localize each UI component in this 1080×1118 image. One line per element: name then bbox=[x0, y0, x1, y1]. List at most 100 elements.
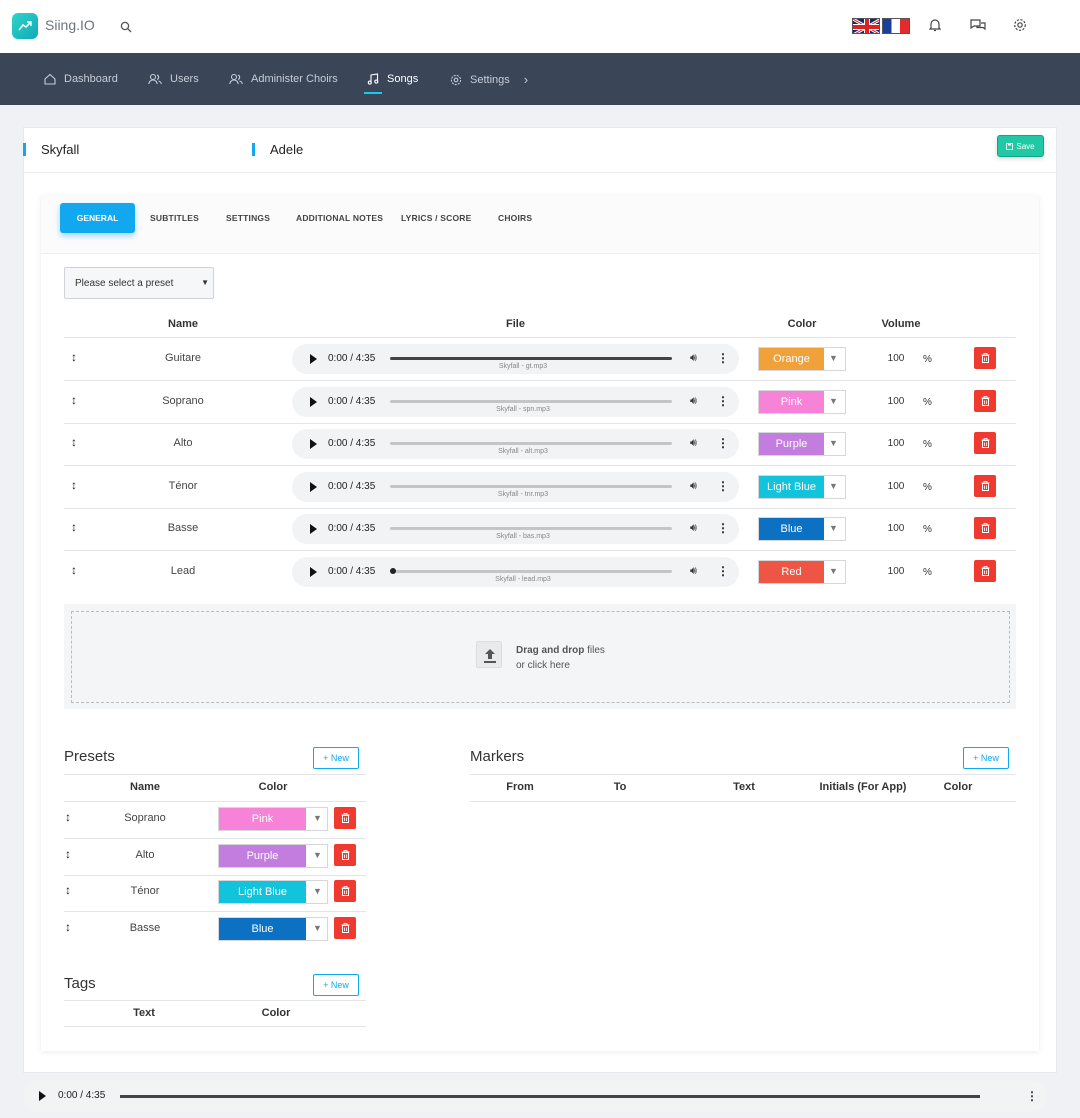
drag-handle-icon[interactable]: ↕ bbox=[71, 435, 77, 450]
more-vertical-icon[interactable]: ⋮ bbox=[717, 436, 729, 451]
more-vertical-icon[interactable]: ⋮ bbox=[717, 393, 729, 408]
caret-down-icon: ▼ bbox=[829, 353, 838, 363]
chat-icon[interactable] bbox=[970, 18, 986, 37]
caret-down-icon: ▼ bbox=[313, 886, 322, 897]
dropzone[interactable] bbox=[71, 611, 1010, 703]
nav-dashboard[interactable]: Dashboard bbox=[44, 73, 118, 85]
volume-icon[interactable]: 🔊︎ bbox=[690, 437, 697, 450]
global-player-seek[interactable] bbox=[120, 1095, 980, 1098]
tags-new-button[interactable]: + New bbox=[313, 974, 359, 996]
drag-handle-icon[interactable]: ↕ bbox=[65, 883, 71, 898]
track-color-select[interactable]: Purple ▼ bbox=[758, 432, 846, 457]
tab-additional-notes[interactable]: ADDITIONAL NOTES bbox=[296, 213, 384, 223]
track-color-select[interactable]: Blue ▼ bbox=[758, 517, 846, 542]
delete-preset-button[interactable] bbox=[334, 880, 356, 903]
track-color-select[interactable]: Red ▼ bbox=[758, 560, 846, 584]
tab-subtitles[interactable]: SUBTITLES bbox=[150, 213, 200, 223]
more-vertical-icon[interactable]: ⋮ bbox=[717, 351, 729, 365]
nav-administer-choirs[interactable]: Administer Choirs bbox=[229, 73, 338, 85]
title-accent bbox=[23, 143, 26, 156]
drag-handle-icon[interactable]: ↕ bbox=[71, 520, 77, 535]
track-volume-input[interactable]: 100 bbox=[887, 395, 905, 407]
seek-knob[interactable] bbox=[390, 568, 396, 574]
delete-track-button[interactable] bbox=[974, 474, 996, 497]
flag-fr-icon[interactable] bbox=[882, 18, 910, 34]
play-icon[interactable] bbox=[310, 354, 317, 364]
play-icon[interactable] bbox=[310, 439, 317, 450]
bell-icon[interactable] bbox=[928, 18, 942, 37]
track-seek-bar[interactable] bbox=[390, 357, 672, 360]
track-time: 0:00 / 4:35 bbox=[328, 480, 376, 492]
preset-select[interactable]: Please select a preset ▼ bbox=[64, 267, 214, 299]
nav-users[interactable]: Users bbox=[148, 73, 199, 85]
more-vertical-icon[interactable]: ⋮ bbox=[1026, 1089, 1038, 1103]
nav-settings[interactable]: Settings › bbox=[450, 72, 528, 87]
preset-color-select[interactable]: Pink ▼ bbox=[218, 807, 328, 831]
track-color-select[interactable]: Light Blue ▼ bbox=[758, 474, 846, 499]
gear-icon[interactable] bbox=[1013, 18, 1027, 37]
play-icon[interactable] bbox=[39, 1091, 46, 1101]
drag-handle-icon[interactable]: ↕ bbox=[71, 350, 77, 364]
preset-name: Basse bbox=[129, 922, 161, 935]
tab-choirs[interactable]: CHOIRS bbox=[498, 213, 533, 223]
search-icon[interactable] bbox=[120, 20, 132, 38]
play-icon[interactable] bbox=[310, 396, 317, 407]
volume-icon[interactable]: 🔊︎ bbox=[690, 479, 697, 492]
delete-preset-button[interactable] bbox=[334, 807, 356, 829]
track-volume-input[interactable]: 100 bbox=[887, 353, 905, 364]
save-button[interactable]: Save bbox=[997, 135, 1044, 157]
preset-name: Soprano bbox=[124, 812, 166, 824]
markers-new-button[interactable]: + New bbox=[963, 747, 1009, 769]
play-icon[interactable] bbox=[310, 567, 317, 577]
delete-track-button[interactable] bbox=[974, 560, 996, 582]
track-seek-bar[interactable] bbox=[390, 399, 672, 403]
preset-color-select[interactable]: Purple ▼ bbox=[218, 843, 328, 868]
song-title-field[interactable]: Skyfall bbox=[41, 142, 80, 157]
song-artist-field[interactable]: Adele bbox=[270, 142, 304, 157]
track-volume-input[interactable]: 100 bbox=[887, 480, 905, 492]
drag-handle-icon[interactable]: ↕ bbox=[65, 810, 71, 824]
track-volume-input[interactable]: 100 bbox=[887, 438, 905, 450]
drag-handle-icon[interactable]: ↕ bbox=[71, 563, 77, 577]
logo-icon[interactable] bbox=[12, 13, 38, 39]
play-icon[interactable] bbox=[310, 524, 317, 535]
delete-track-button[interactable] bbox=[974, 517, 996, 540]
volume-icon[interactable]: 🔊︎ bbox=[690, 565, 697, 577]
drag-handle-icon[interactable]: ↕ bbox=[71, 392, 77, 407]
chevron-right-icon[interactable]: › bbox=[523, 72, 529, 87]
volume-icon[interactable]: 🔊︎ bbox=[690, 522, 697, 535]
tab-general[interactable]: GENERAL bbox=[60, 203, 135, 233]
track-volume-input[interactable]: 100 bbox=[887, 523, 905, 535]
app-name[interactable]: Siing.IO bbox=[45, 17, 95, 33]
track-volume-input[interactable]: 100 bbox=[887, 566, 905, 577]
nav-songs[interactable]: Songs bbox=[367, 73, 418, 85]
drag-handle-icon[interactable]: ↕ bbox=[65, 920, 71, 935]
tab-settings[interactable]: SETTINGS bbox=[226, 213, 271, 223]
more-vertical-icon[interactable]: ⋮ bbox=[717, 478, 729, 493]
delete-track-button[interactable] bbox=[974, 389, 996, 412]
track-seek-bar[interactable] bbox=[390, 484, 672, 488]
preset-color-select[interactable]: Light Blue ▼ bbox=[218, 880, 328, 905]
track-seek-bar[interactable] bbox=[390, 442, 672, 446]
presets-new-button[interactable]: + New bbox=[313, 747, 359, 769]
track-color-select[interactable]: Pink ▼ bbox=[758, 389, 846, 414]
delete-track-button[interactable] bbox=[974, 347, 996, 369]
presets-top-divider bbox=[64, 774, 366, 775]
track-seek-bar[interactable] bbox=[390, 527, 672, 531]
volume-icon[interactable]: 🔊︎ bbox=[690, 352, 697, 364]
delete-preset-button[interactable] bbox=[334, 917, 356, 940]
delete-track-button[interactable] bbox=[974, 432, 996, 455]
drag-handle-icon[interactable]: ↕ bbox=[65, 846, 71, 861]
more-vertical-icon[interactable]: ⋮ bbox=[717, 521, 729, 536]
flag-uk-icon[interactable] bbox=[852, 18, 880, 34]
drag-handle-icon[interactable]: ↕ bbox=[71, 477, 77, 492]
play-icon[interactable] bbox=[310, 481, 317, 492]
more-vertical-icon[interactable]: ⋮ bbox=[717, 564, 729, 578]
volume-icon[interactable]: 🔊︎ bbox=[690, 394, 697, 407]
delete-preset-button[interactable] bbox=[334, 843, 356, 866]
tab-lyrics-score[interactable]: LYRICS / SCORE bbox=[401, 213, 472, 223]
preset-color-select[interactable]: Blue ▼ bbox=[218, 917, 328, 942]
track-color-select[interactable]: Orange ▼ bbox=[758, 347, 846, 371]
track-seek-bar[interactable] bbox=[390, 570, 672, 573]
presets-header-divider bbox=[64, 801, 366, 802]
